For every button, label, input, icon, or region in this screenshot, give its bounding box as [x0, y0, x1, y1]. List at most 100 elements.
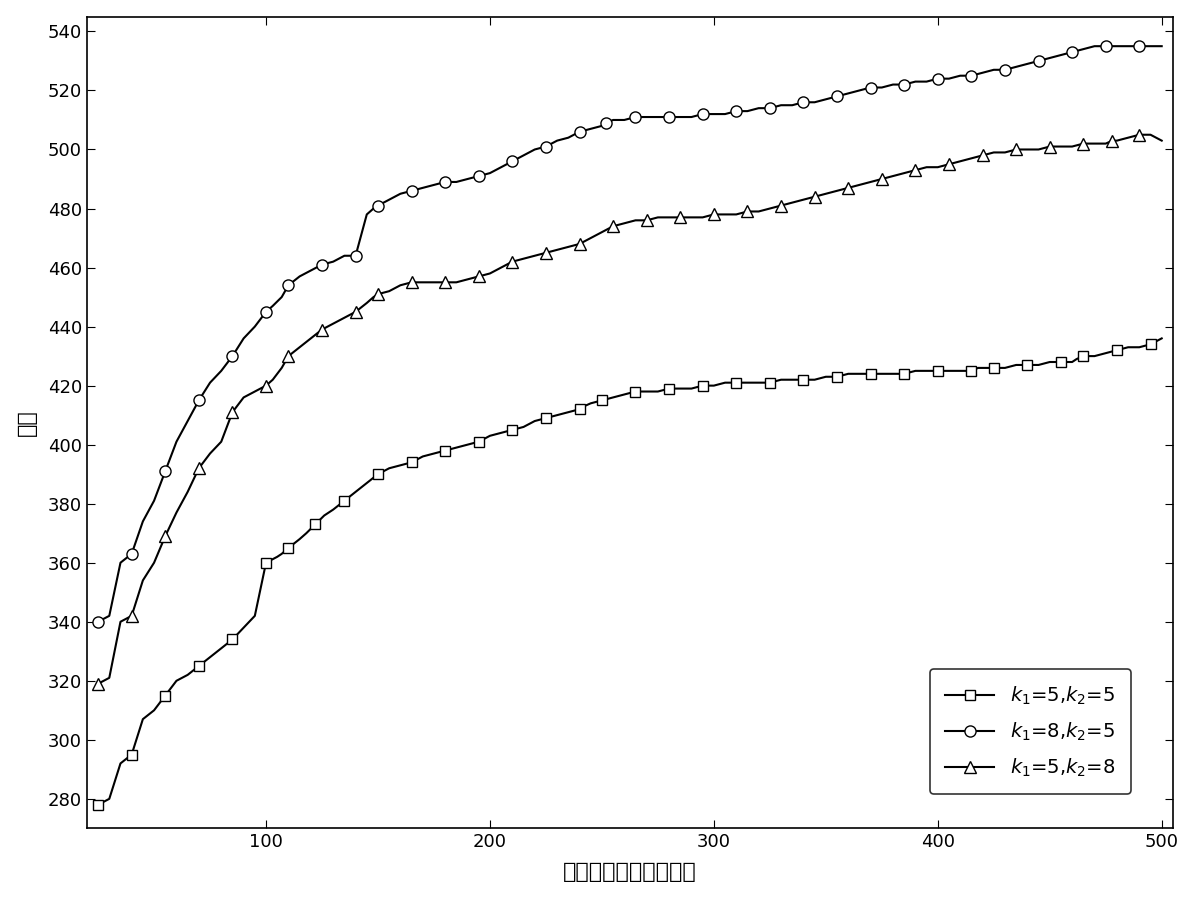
- k$_1$=5,k$_2$=5: [259, 557, 273, 568]
- k$_1$=5,k$_2$=5: [1053, 357, 1068, 368]
- k$_1$=8,k$_2$=5: [930, 73, 944, 84]
- k$_1$=5,k$_2$=8: [1043, 141, 1057, 152]
- k$_1$=8,k$_2$=5: [405, 185, 419, 196]
- Line: k$_1$=5,k$_2$=5: k$_1$=5,k$_2$=5: [93, 340, 1155, 810]
- k$_1$=8,k$_2$=5: [315, 259, 329, 270]
- k$_1$=8,k$_2$=5: [505, 156, 519, 166]
- k$_1$=5,k$_2$=5: [762, 378, 777, 388]
- k$_1$=5,k$_2$=5: [338, 495, 352, 506]
- k$_1$=8,k$_2$=5: [348, 250, 363, 261]
- k$_1$=5,k$_2$=8: [505, 256, 519, 267]
- k$_1$=5,k$_2$=8: [706, 209, 721, 220]
- k$_1$=8,k$_2$=5: [695, 109, 710, 120]
- k$_1$=5,k$_2$=8: [606, 221, 620, 232]
- k$_1$=8,k$_2$=5: [91, 617, 105, 628]
- k$_1$=5,k$_2$=8: [405, 277, 419, 288]
- k$_1$=5,k$_2$=8: [1009, 144, 1023, 155]
- k$_1$=5,k$_2$=5: [438, 445, 452, 456]
- k$_1$=5,k$_2$=5: [695, 380, 710, 391]
- k$_1$=8,k$_2$=5: [1065, 47, 1080, 58]
- k$_1$=5,k$_2$=5: [192, 661, 206, 672]
- k$_1$=5,k$_2$=8: [808, 191, 822, 202]
- k$_1$=5,k$_2$=5: [986, 362, 1001, 373]
- k$_1$=5,k$_2$=5: [572, 404, 587, 414]
- k$_1$=8,k$_2$=5: [371, 200, 385, 211]
- k$_1$=5,k$_2$=8: [909, 165, 923, 175]
- k$_1$=5,k$_2$=8: [158, 530, 172, 541]
- k$_1$=5,k$_2$=8: [348, 307, 363, 317]
- k$_1$=8,k$_2$=5: [1132, 40, 1147, 51]
- k$_1$=8,k$_2$=5: [796, 97, 810, 108]
- k$_1$=8,k$_2$=5: [729, 106, 743, 117]
- k$_1$=5,k$_2$=5: [863, 369, 877, 379]
- k$_1$=8,k$_2$=5: [438, 176, 452, 187]
- k$_1$=5,k$_2$=5: [225, 634, 239, 645]
- Legend: $k_1$=5,$k_2$=5, $k_1$=8,$k_2$=5, $k_1$=5,$k_2$=8: $k_1$=5,$k_2$=5, $k_1$=8,$k_2$=5, $k_1$=…: [930, 669, 1131, 795]
- k$_1$=5,k$_2$=5: [830, 371, 844, 382]
- k$_1$=5,k$_2$=5: [281, 543, 296, 554]
- k$_1$=8,k$_2$=5: [863, 82, 877, 93]
- k$_1$=8,k$_2$=5: [1099, 40, 1113, 51]
- k$_1$=5,k$_2$=5: [1143, 339, 1157, 350]
- k$_1$=5,k$_2$=5: [91, 799, 105, 810]
- k$_1$=5,k$_2$=8: [371, 289, 385, 299]
- k$_1$=5,k$_2$=5: [1110, 345, 1124, 356]
- k$_1$=5,k$_2$=5: [965, 366, 979, 377]
- k$_1$=5,k$_2$=5: [595, 395, 609, 405]
- Line: k$_1$=5,k$_2$=8: k$_1$=5,k$_2$=8: [92, 129, 1146, 690]
- k$_1$=5,k$_2$=8: [438, 277, 452, 288]
- k$_1$=5,k$_2$=5: [796, 374, 810, 385]
- X-axis label: 距离基站的距离（米）: 距离基站的距离（米）: [563, 862, 697, 882]
- k$_1$=5,k$_2$=8: [875, 174, 889, 184]
- k$_1$=5,k$_2$=8: [472, 271, 486, 281]
- k$_1$=5,k$_2$=5: [662, 383, 676, 394]
- k$_1$=5,k$_2$=5: [371, 468, 385, 479]
- k$_1$=5,k$_2$=5: [124, 749, 139, 760]
- Line: k$_1$=8,k$_2$=5: k$_1$=8,k$_2$=5: [92, 40, 1144, 628]
- k$_1$=5,k$_2$=8: [259, 380, 273, 391]
- k$_1$=8,k$_2$=5: [259, 307, 273, 317]
- Y-axis label: 跳数: 跳数: [17, 409, 37, 436]
- k$_1$=5,k$_2$=8: [976, 150, 990, 161]
- k$_1$=8,k$_2$=5: [192, 395, 206, 405]
- k$_1$=5,k$_2$=5: [628, 387, 643, 397]
- k$_1$=8,k$_2$=5: [572, 127, 587, 138]
- k$_1$=5,k$_2$=8: [281, 351, 296, 361]
- k$_1$=8,k$_2$=5: [124, 548, 139, 559]
- k$_1$=5,k$_2$=8: [1076, 138, 1090, 149]
- k$_1$=8,k$_2$=5: [225, 351, 239, 361]
- k$_1$=8,k$_2$=5: [539, 141, 553, 152]
- k$_1$=5,k$_2$=8: [673, 212, 687, 223]
- k$_1$=5,k$_2$=8: [315, 325, 329, 335]
- k$_1$=5,k$_2$=8: [1132, 129, 1147, 140]
- k$_1$=5,k$_2$=5: [1076, 351, 1090, 361]
- k$_1$=5,k$_2$=5: [539, 413, 553, 423]
- k$_1$=5,k$_2$=5: [405, 457, 419, 467]
- k$_1$=5,k$_2$=5: [930, 366, 944, 377]
- k$_1$=8,k$_2$=5: [965, 70, 979, 81]
- k$_1$=5,k$_2$=5: [158, 690, 172, 701]
- k$_1$=8,k$_2$=5: [998, 65, 1013, 76]
- k$_1$=5,k$_2$=8: [639, 215, 654, 226]
- k$_1$=5,k$_2$=8: [942, 159, 956, 170]
- k$_1$=5,k$_2$=5: [308, 519, 322, 530]
- k$_1$=5,k$_2$=5: [897, 369, 911, 379]
- k$_1$=5,k$_2$=8: [740, 206, 754, 217]
- k$_1$=5,k$_2$=8: [773, 200, 788, 211]
- k$_1$=8,k$_2$=5: [600, 118, 614, 129]
- k$_1$=5,k$_2$=5: [729, 378, 743, 388]
- k$_1$=5,k$_2$=5: [1020, 360, 1034, 370]
- k$_1$=5,k$_2$=8: [1105, 135, 1119, 146]
- k$_1$=8,k$_2$=5: [830, 91, 844, 102]
- k$_1$=8,k$_2$=5: [897, 79, 911, 90]
- k$_1$=5,k$_2$=8: [91, 679, 105, 690]
- k$_1$=8,k$_2$=5: [472, 171, 486, 182]
- k$_1$=8,k$_2$=5: [662, 111, 676, 122]
- k$_1$=8,k$_2$=5: [281, 280, 296, 290]
- k$_1$=5,k$_2$=8: [572, 238, 587, 249]
- k$_1$=8,k$_2$=5: [158, 466, 172, 476]
- k$_1$=8,k$_2$=5: [1032, 56, 1046, 67]
- k$_1$=8,k$_2$=5: [628, 111, 643, 122]
- k$_1$=5,k$_2$=8: [539, 247, 553, 258]
- k$_1$=5,k$_2$=5: [505, 424, 519, 435]
